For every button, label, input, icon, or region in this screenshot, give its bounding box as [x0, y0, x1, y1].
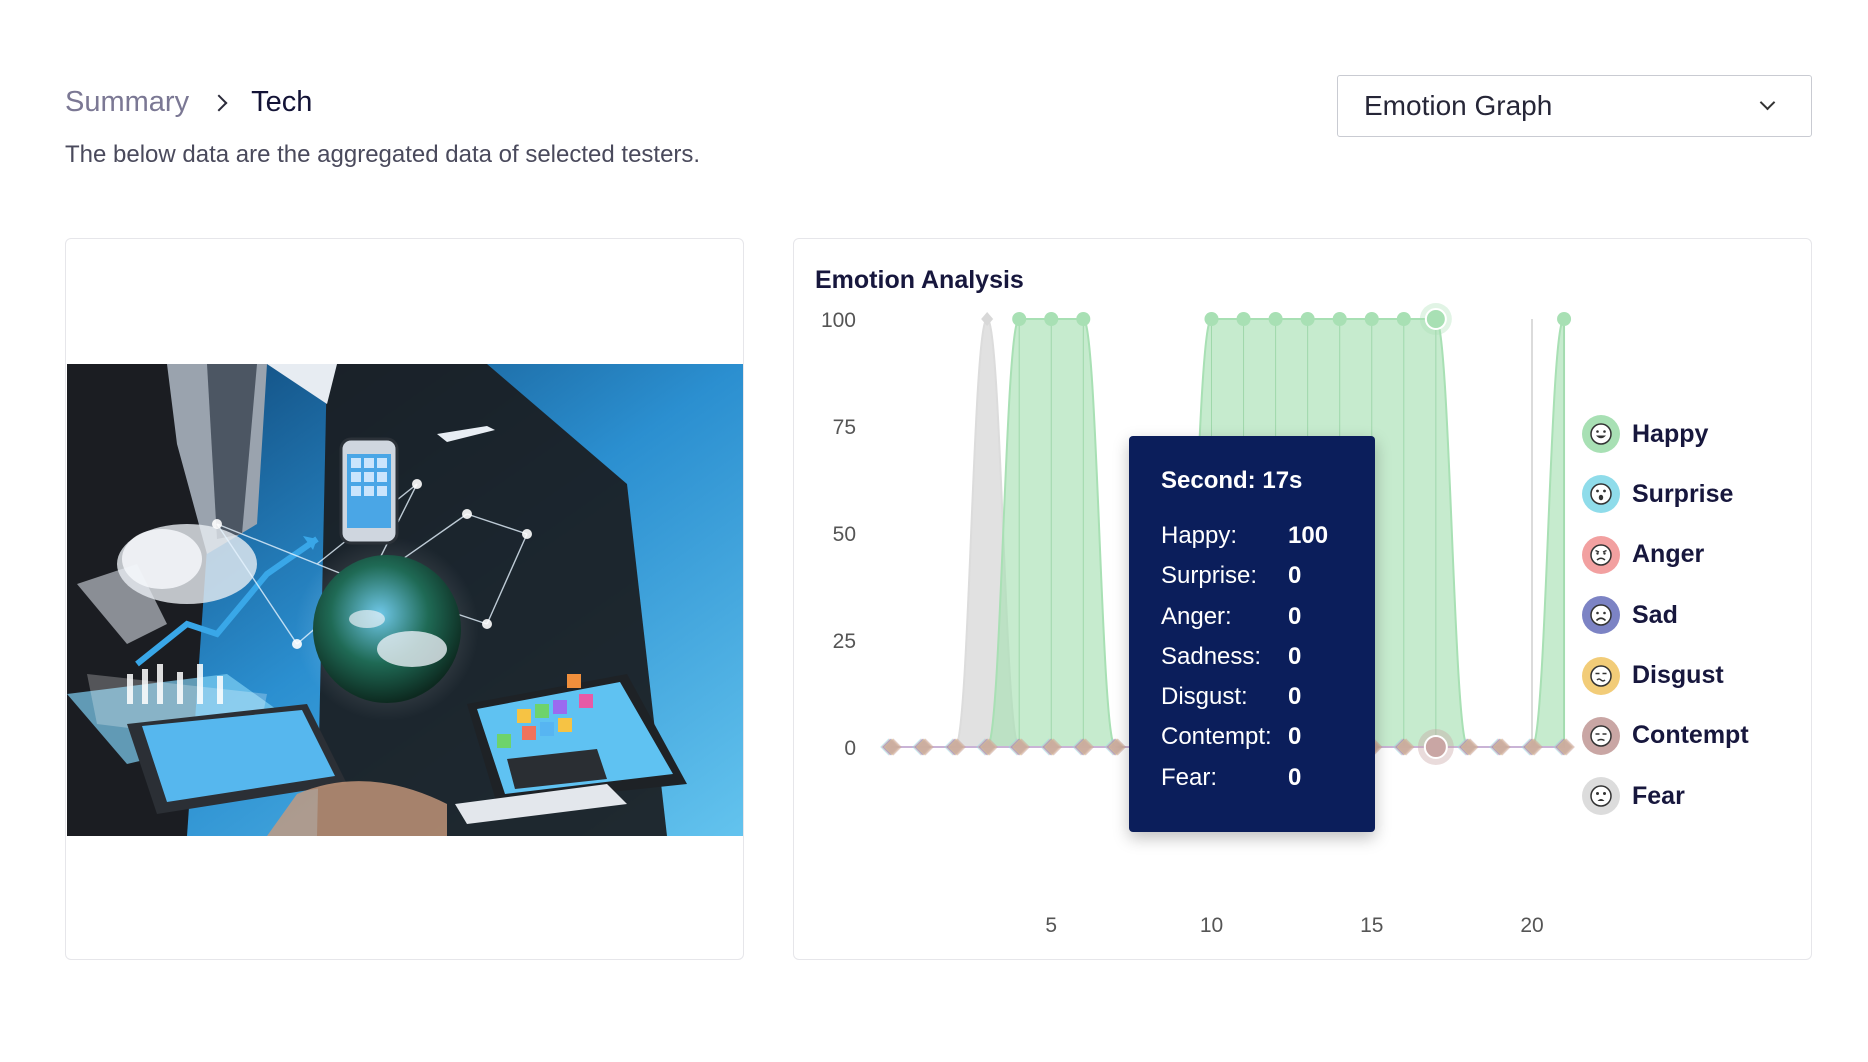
point-marker-happy	[1044, 312, 1059, 326]
point-marker-contempt	[1557, 738, 1575, 756]
disgust-face-icon	[1582, 656, 1620, 695]
tooltip-row-name: Contempt:	[1161, 723, 1272, 751]
point-marker-happy	[1364, 312, 1379, 326]
tooltip-row-name: Happy:	[1161, 522, 1238, 549]
tooltip-row: Contempt: 0	[1161, 723, 1375, 763]
tooltip-row: Surprise: 0	[1161, 562, 1375, 602]
y-tick-label: 50	[833, 523, 856, 546]
point-marker-contempt	[1045, 738, 1063, 756]
breadcrumb-current: Tech	[251, 86, 313, 118]
legend-item-anger[interactable]: Anger	[1582, 535, 1749, 575]
tooltip-row: Happy: 100	[1161, 522, 1375, 562]
breadcrumb-summary-link[interactable]: Summary	[65, 86, 190, 118]
tooltip-row-value: 0	[1288, 602, 1302, 630]
point-marker-contempt	[1397, 738, 1415, 756]
legend-item-fear[interactable]: Fear	[1582, 776, 1749, 816]
legend-label: Surprise	[1632, 479, 1734, 508]
point-marker-happy	[1396, 312, 1411, 326]
chart-legend: Happy Surprise Anger Sad Disgust	[1582, 414, 1749, 837]
legend-item-disgust[interactable]: Disgust	[1582, 656, 1749, 696]
point-marker-happy	[1300, 312, 1315, 326]
tooltip-row: Anger: 0	[1161, 603, 1375, 643]
tooltip-row: Sadness: 0	[1161, 643, 1375, 683]
legend-label: Anger	[1632, 540, 1705, 569]
tech-collage-image	[67, 364, 743, 836]
page-subtitle: The below data are the aggregated data o…	[65, 141, 701, 168]
point-marker-happy	[1204, 312, 1219, 326]
point-marker-contempt	[1461, 738, 1479, 756]
point-marker-contempt	[949, 738, 966, 756]
tooltip-row-value: 0	[1288, 562, 1302, 590]
stimulus-card	[65, 238, 744, 960]
fear-face-icon	[1582, 777, 1620, 816]
legend-label: Disgust	[1632, 661, 1724, 690]
point-marker-happy	[1268, 312, 1283, 326]
point-marker-contempt	[981, 738, 999, 756]
tooltip-row-value: 100	[1288, 522, 1329, 549]
point-marker-happy	[1236, 312, 1251, 326]
graph-type-select-value: Emotion Graph	[1364, 90, 1553, 121]
point-marker-contempt	[884, 738, 902, 756]
legend-label: Fear	[1632, 781, 1685, 810]
tooltip-row-name: Sadness:	[1161, 642, 1262, 670]
point-marker-happy	[1012, 312, 1027, 326]
tooltip-row: Fear: 0	[1161, 764, 1375, 804]
emotion-chart-card: Emotion Analysis 0 25 50 75 100 5 10 15 20 Secon…	[793, 238, 1812, 960]
graph-type-select[interactable]: Emotion Graph	[1337, 75, 1812, 137]
legend-label: Happy	[1632, 419, 1709, 448]
x-tick-label: 5	[1045, 914, 1057, 937]
point-marker-contempt	[1077, 738, 1095, 756]
chart-title: Emotion Analysis	[815, 266, 1024, 294]
point-marker-fear	[981, 312, 994, 326]
highlight-point-happy	[1424, 308, 1447, 330]
tooltip-row-name: Fear:	[1161, 763, 1218, 791]
tooltip-row: Disgust: 0	[1161, 683, 1375, 723]
y-tick-label: 25	[833, 630, 856, 653]
tooltip-row-name: Surprise:	[1161, 562, 1258, 590]
x-tick-label: 15	[1360, 914, 1383, 937]
highlight-point-baseline	[1423, 735, 1448, 759]
point-marker-contempt	[1525, 738, 1543, 756]
tooltip-row-name: Disgust:	[1161, 683, 1248, 711]
tooltip-row-value: 0	[1288, 642, 1302, 670]
breadcrumb: Summary Tech	[65, 86, 312, 119]
point-marker-contempt	[1013, 738, 1031, 756]
happy-face-icon	[1582, 415, 1620, 453]
chevron-right-icon	[210, 94, 228, 111]
chevron-down-icon	[1759, 94, 1776, 111]
legend-item-happy[interactable]: Happy	[1582, 414, 1749, 454]
tooltip-row-value: 0	[1288, 763, 1302, 791]
anger-face-icon	[1582, 535, 1620, 574]
chart-tooltip: Second: 17s Happy: 100 Surprise: 0 Anger: 0…	[1129, 436, 1375, 832]
y-tick-label: 75	[833, 416, 856, 439]
x-tick-label: 10	[1200, 914, 1223, 937]
point-marker-contempt	[1493, 738, 1511, 756]
legend-label: Sad	[1632, 600, 1678, 629]
legend-item-sad[interactable]: Sad	[1582, 595, 1749, 635]
point-marker-happy	[1076, 312, 1091, 326]
tooltip-row-name: Anger:	[1161, 602, 1232, 630]
point-marker-contempt	[1109, 738, 1127, 756]
tooltip-header: Second: 17s	[1161, 467, 1303, 494]
legend-label: Contempt	[1632, 721, 1749, 750]
contempt-face-icon	[1582, 716, 1620, 755]
point-marker-contempt	[916, 738, 934, 756]
tooltip-row-value: 0	[1288, 683, 1302, 711]
surprise-face-icon	[1582, 475, 1620, 514]
sad-face-icon	[1582, 596, 1620, 635]
tooltip-row-value: 0	[1288, 723, 1302, 751]
point-marker-happy	[1332, 312, 1347, 326]
legend-item-contempt[interactable]: Contempt	[1582, 716, 1749, 756]
y-tick-label: 100	[821, 309, 856, 332]
legend-item-surprise[interactable]: Surprise	[1582, 474, 1749, 514]
y-tick-label: 0	[844, 737, 856, 760]
point-marker-happy	[1557, 312, 1572, 326]
x-tick-label: 20	[1520, 914, 1543, 937]
